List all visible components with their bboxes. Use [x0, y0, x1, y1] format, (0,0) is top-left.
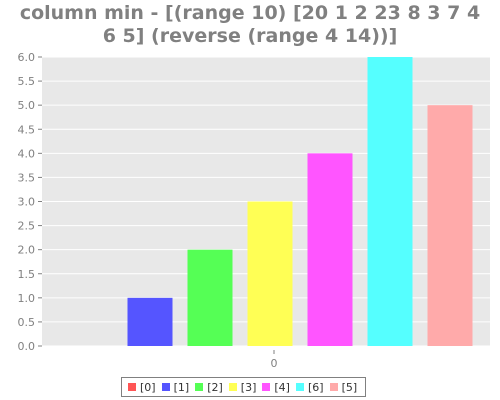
- legend-item: [5]: [329, 380, 358, 394]
- legend-swatch: [295, 383, 304, 391]
- y-tick-label: 0.0: [18, 340, 36, 353]
- y-tick-label: 6.0: [18, 51, 36, 64]
- bar-3: [247, 201, 293, 346]
- legend-label: [2]: [207, 380, 223, 394]
- bars: [127, 57, 473, 347]
- legend-label: [4]: [274, 380, 290, 394]
- y-tick-label: 3.5: [18, 171, 36, 184]
- y-tick-label: 0.5: [18, 316, 36, 329]
- bar-5: [427, 105, 473, 347]
- legend-item: [3]: [228, 380, 257, 394]
- legend-swatch: [161, 383, 170, 391]
- y-tick-label: 4.5: [18, 123, 36, 136]
- y-tick-label: 2.0: [18, 244, 36, 257]
- bar-1: [127, 297, 173, 346]
- y-tick-label: 1.0: [18, 292, 36, 305]
- legend-item: [1]: [161, 380, 190, 394]
- legend-label: [5]: [341, 380, 358, 394]
- legend-item: [6]: [295, 380, 324, 394]
- y-tick-label: 5.0: [18, 99, 36, 112]
- legend-swatch: [262, 383, 271, 391]
- y-tick-label: 4.0: [18, 147, 36, 160]
- y-axis: 0.0 0.5 1.0 1.5 2.0 2.5 3.0 3.5 4.0 4.5 5.0 5.5 6.0: [18, 51, 42, 353]
- legend-label: [3]: [240, 380, 257, 394]
- bar-4: [307, 153, 353, 346]
- legend-swatch: [195, 383, 204, 391]
- bar-6: [367, 57, 413, 346]
- y-tick-label: 3.0: [18, 196, 36, 209]
- y-tick-label: 1.5: [18, 268, 36, 281]
- legend-swatch: [329, 383, 338, 391]
- legend-item: [2]: [195, 381, 223, 394]
- x-tick-label: 0: [271, 357, 278, 370]
- chart-title: column min - [(range 10) [20 1 2 23 8 3 …: [0, 2, 500, 48]
- chart-title-line-1: column min - [(range 10) [20 1 2 23 8 3 …: [19, 2, 481, 24]
- legend-swatch: [128, 383, 136, 391]
- legend-item: [0]: [128, 381, 156, 394]
- y-tick-label: 5.5: [18, 75, 36, 88]
- x-axis: 0: [271, 350, 278, 370]
- legend: [0] [1] [2] [3] [4] [6] [5]: [121, 377, 367, 397]
- legend-item: [4]: [262, 381, 290, 394]
- legend-label: [6]: [307, 380, 324, 394]
- legend-label: [0]: [140, 380, 156, 394]
- legend-swatch: [228, 383, 237, 391]
- legend-label: [1]: [173, 380, 190, 394]
- y-tick-label: 2.5: [18, 220, 36, 233]
- bar-2: [187, 249, 233, 346]
- chart-title-line-2: 6 5] (reverse (range 4 14))]: [102, 25, 398, 47]
